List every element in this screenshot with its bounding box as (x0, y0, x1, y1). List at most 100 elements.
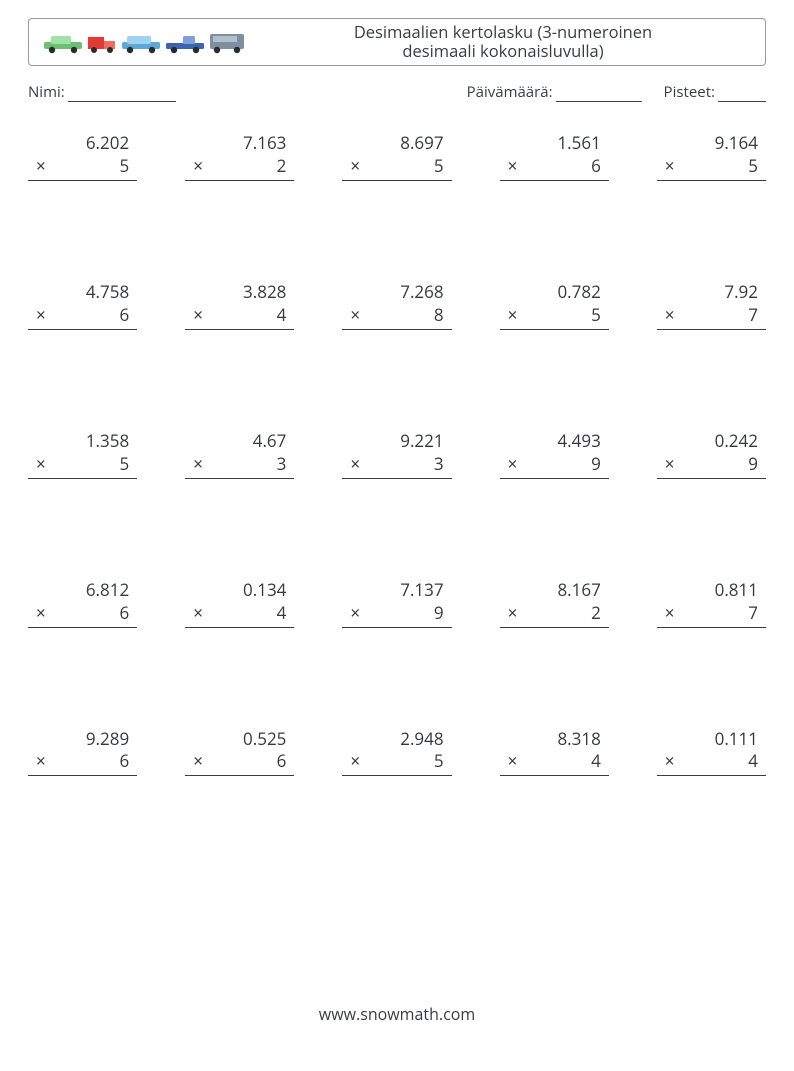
multiplicand: 8.697 (400, 132, 443, 155)
multiplicand: 4.758 (86, 281, 129, 304)
problem-rule (500, 627, 609, 628)
operator: × (350, 750, 360, 773)
multiplicand: 2.948 (400, 728, 443, 751)
multiplicand: 7.92 (724, 281, 758, 304)
problem: ×0.525×6 (185, 728, 294, 777)
multiplicand: 1.561 (557, 132, 600, 155)
operator: × (665, 155, 675, 178)
problem-rule (657, 478, 766, 479)
problem-rule (185, 775, 294, 776)
operator: × (665, 304, 675, 327)
multiplicand: 0.525 (243, 728, 286, 751)
operator: × (193, 602, 203, 625)
problem: ×2.948×5 (342, 728, 451, 777)
problem: ×6.812×6 (28, 579, 137, 628)
multiplicand: 4.493 (557, 430, 600, 453)
multiplicand: 4.67 (253, 430, 287, 453)
multiplier: 4 (277, 602, 287, 625)
operator: × (36, 453, 46, 476)
problem-rule (657, 329, 766, 330)
operator: × (36, 750, 46, 773)
multiplier: 3 (277, 453, 287, 476)
problem-rule (28, 180, 137, 181)
multiplier: 7 (748, 304, 758, 327)
multiplier: 8 (434, 304, 444, 327)
problem: ×0.811×7 (657, 579, 766, 628)
problem: ×8.318×4 (500, 728, 609, 777)
problem-rule (28, 775, 137, 776)
problem: ×7.92×7 (657, 281, 766, 330)
problem: ×4.493×9 (500, 430, 609, 479)
bus-icon (209, 30, 245, 54)
problem: ×4.67×3 (185, 430, 294, 479)
problem-rule (342, 627, 451, 628)
name-label: Nimi: (28, 82, 65, 102)
problem: ×7.163×2 (185, 132, 294, 181)
worksheet-header: Desimaalien kertolasku (3-numeroinen des… (28, 18, 766, 66)
problem: ×8.697×5 (342, 132, 451, 181)
problem-rule (500, 329, 609, 330)
problem-rule (500, 775, 609, 776)
multiplicand: 0.242 (715, 430, 758, 453)
operator: × (193, 750, 203, 773)
multiplier: 6 (119, 602, 129, 625)
problem-rule (342, 329, 451, 330)
truck-icon (87, 32, 117, 54)
date-blank[interactable] (556, 87, 642, 102)
multiplier: 9 (434, 602, 444, 625)
multiplier: 2 (277, 155, 287, 178)
multiplicand: 8.318 (557, 728, 600, 751)
problem-rule (342, 478, 451, 479)
problem-rule (657, 627, 766, 628)
multiplicand: 9.221 (400, 430, 443, 453)
problem: ×0.242×9 (657, 430, 766, 479)
multiplier: 2 (591, 602, 601, 625)
problem-rule (185, 478, 294, 479)
operator: × (508, 750, 518, 773)
multiplier: 6 (591, 155, 601, 178)
name-blank[interactable] (68, 87, 176, 102)
operator: × (36, 602, 46, 625)
car-icon (43, 32, 83, 54)
problem: ×8.167×2 (500, 579, 609, 628)
multiplier: 5 (591, 304, 601, 327)
multiplicand: 0.782 (557, 281, 600, 304)
problem-rule (185, 329, 294, 330)
footer-url: www.snowmath.com (0, 1003, 794, 1025)
multiplier: 6 (277, 750, 287, 773)
problem-rule (185, 627, 294, 628)
multiplicand: 1.358 (86, 430, 129, 453)
multiplicand: 0.811 (715, 579, 758, 602)
operator: × (193, 304, 203, 327)
multiplicand: 3.828 (243, 281, 286, 304)
problem: ×9.221×3 (342, 430, 451, 479)
multiplicand: 6.812 (86, 579, 129, 602)
operator: × (350, 155, 360, 178)
operator: × (665, 750, 675, 773)
score-blank[interactable] (718, 87, 766, 102)
problem-rule (342, 180, 451, 181)
worksheet-title: Desimaalien kertolasku (3-numeroinen des… (245, 23, 751, 61)
operator: × (508, 155, 518, 178)
vehicle-icons (43, 30, 245, 54)
problem-rule (28, 478, 137, 479)
problem: ×4.758×6 (28, 281, 137, 330)
operator: × (193, 453, 203, 476)
problem: ×1.358×5 (28, 430, 137, 479)
multiplicand: 9.289 (86, 728, 129, 751)
operator: × (508, 453, 518, 476)
problem: ×9.164×5 (657, 132, 766, 181)
van-icon (121, 32, 161, 54)
multiplicand: 9.164 (715, 132, 758, 155)
multiplier: 5 (119, 155, 129, 178)
problem: ×9.289×6 (28, 728, 137, 777)
problem: ×0.111×4 (657, 728, 766, 777)
problem: ×0.134×4 (185, 579, 294, 628)
multiplicand: 7.163 (243, 132, 286, 155)
operator: × (350, 304, 360, 327)
operator: × (36, 155, 46, 178)
multiplier: 3 (434, 453, 444, 476)
multiplier: 6 (119, 304, 129, 327)
problem: ×7.268×8 (342, 281, 451, 330)
problem-rule (657, 180, 766, 181)
